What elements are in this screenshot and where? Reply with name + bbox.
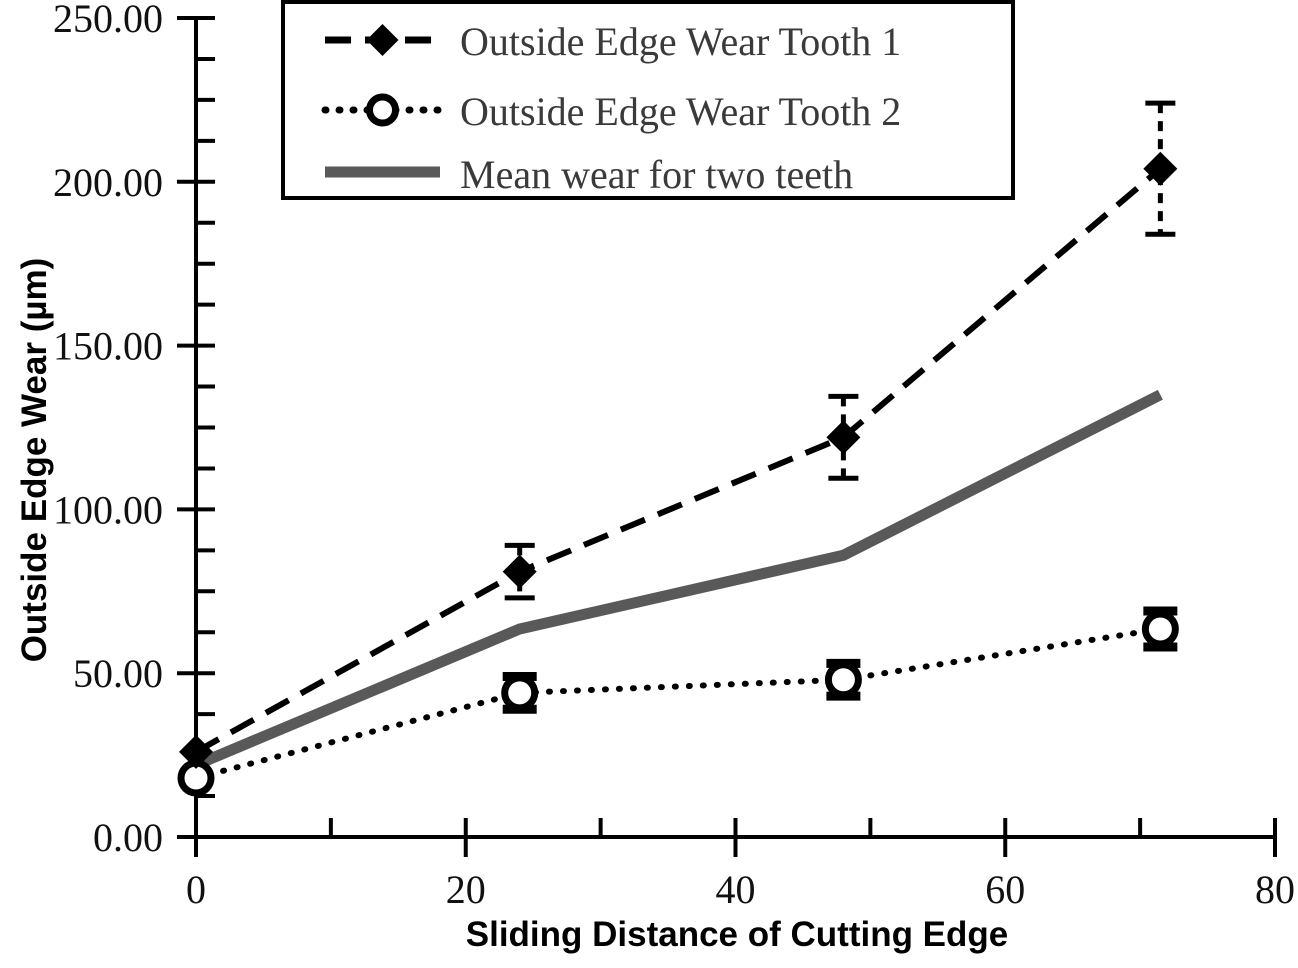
x-tick-label: 60: [985, 867, 1025, 912]
series-outside-edge-wear-tooth-1: [179, 100, 1178, 769]
y-tick-label: 0.00: [93, 815, 163, 860]
y-axis-title: Outside Edge Wear (µm): [15, 258, 54, 663]
legend-swatches: [321, 24, 444, 178]
y-tick-label: 50.00: [73, 651, 163, 696]
data-point-marker: [1143, 151, 1178, 186]
data-point-marker: [502, 554, 537, 589]
series-line: [193, 389, 1163, 770]
series-line: [194, 166, 1163, 755]
chart-legend: Outside Edge Wear Tooth 1 Outside Edge W…: [281, 0, 1015, 200]
data-point-marker: [501, 674, 539, 712]
x-tick-label: 20: [446, 867, 486, 912]
data-point-marker: [179, 734, 213, 769]
series-line: [193, 625, 1164, 782]
legend-label-mean: Mean wear for two teeth: [460, 152, 853, 197]
data-point-marker: [1141, 610, 1179, 648]
legend-marker-circle: [366, 93, 399, 127]
y-tick-label: 150.00: [53, 324, 163, 369]
series-outside-edge-wear-tooth-2: [177, 606, 1179, 797]
data-point-marker: [824, 661, 862, 699]
y-tick-label: 250.00: [53, 0, 163, 41]
data-point-marker: [826, 420, 861, 455]
legend-label-tooth-1: Outside Edge Wear Tooth 1: [460, 19, 901, 64]
y-axis-tick-labels: 0.00 50.00 100.00 150.00 200.00 250.00: [53, 0, 163, 860]
series-mean-wear: [193, 389, 1163, 770]
x-axis-major-ticks: [194, 818, 1277, 857]
y-tick-label: 200.00: [53, 160, 163, 205]
y-axis-minor-ticks: [196, 56, 215, 799]
x-tick-label: 40: [716, 867, 756, 912]
legend-marker-diamond: [366, 24, 399, 56]
x-axis-tick-labels: 0 20 40 60 80: [186, 867, 1295, 912]
x-axis-title: Sliding Distance of Cutting Edge: [466, 915, 1009, 954]
legend-label-tooth-2: Outside Edge Wear Tooth 2: [460, 89, 901, 134]
legend-box: [281, 0, 1015, 200]
x-axis-minor-ticks: [328, 818, 1143, 837]
x-tick-label: 80: [1255, 867, 1295, 912]
y-tick-label: 100.00: [53, 487, 163, 532]
x-tick-label: 0: [186, 867, 206, 912]
